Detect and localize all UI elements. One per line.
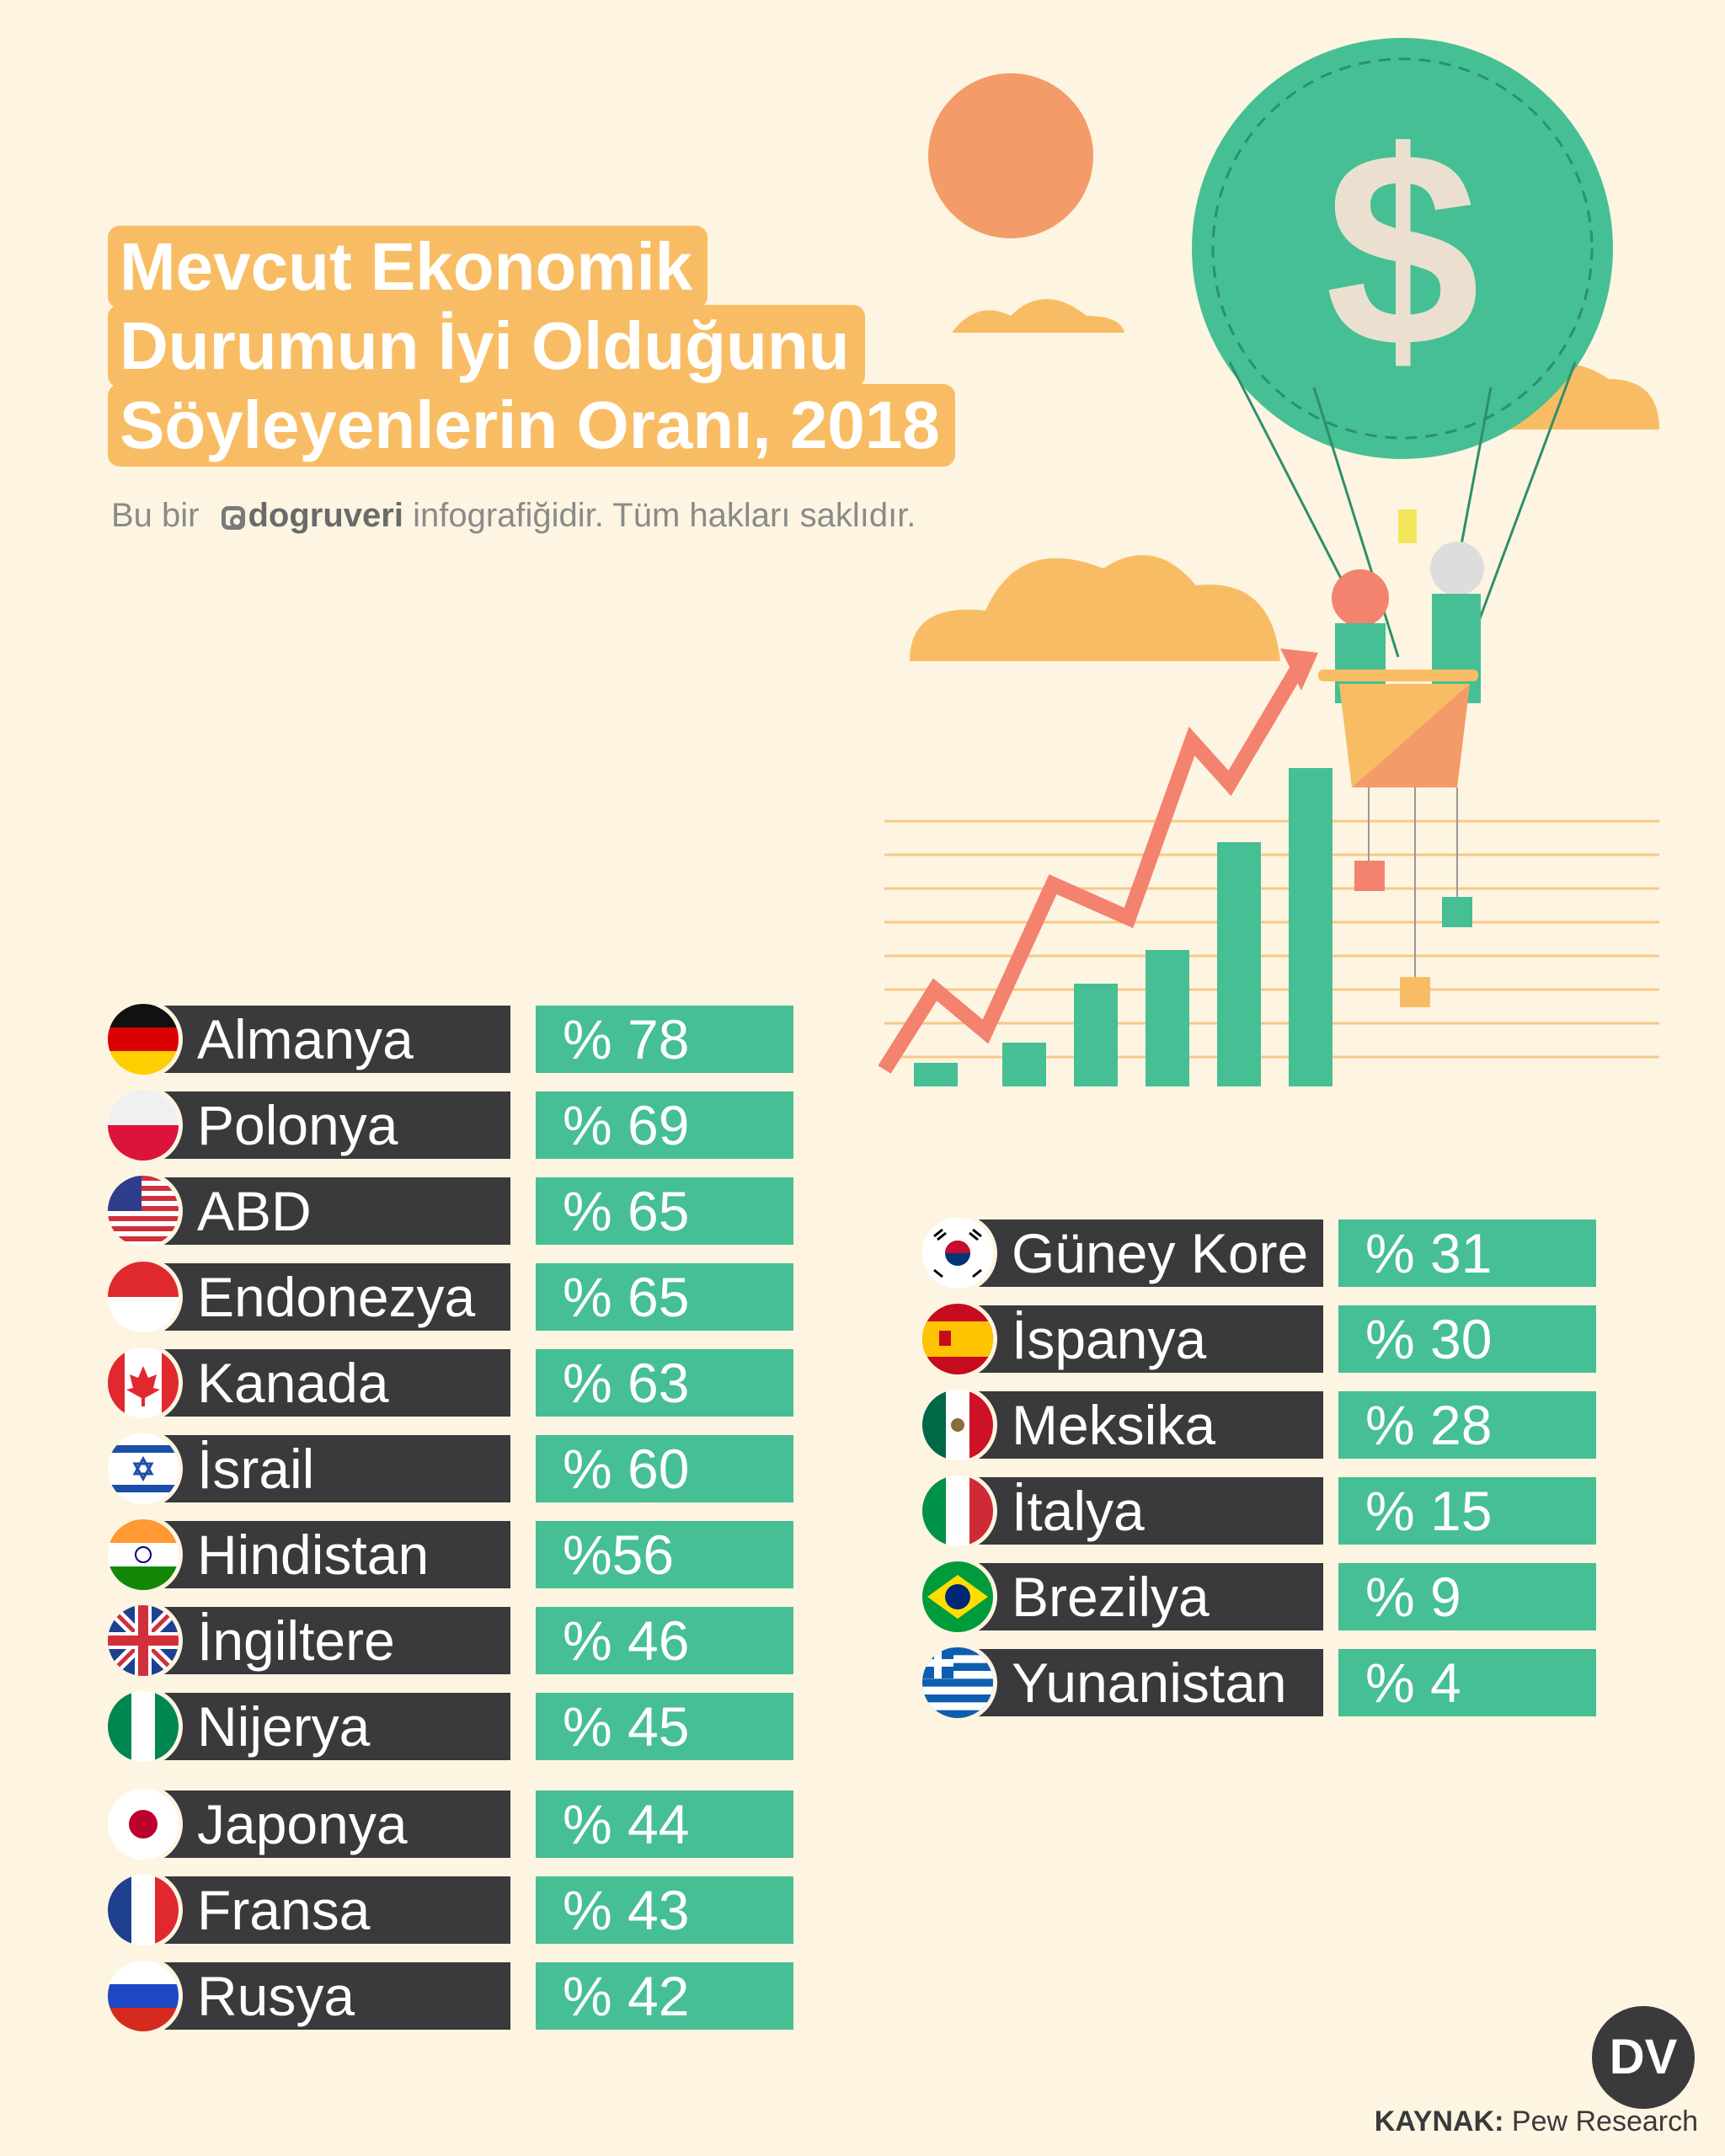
country-value: %56 [536,1521,793,1588]
russia-flag [108,1961,179,2031]
spain-flag [922,1304,993,1374]
country-name: Japonya [142,1790,510,1858]
country-name: İspanya [956,1305,1323,1373]
usa-flag [108,1176,179,1246]
country-value: % 43 [536,1876,793,1944]
subtitle: Bu bir dogruveri infografiğidir. Tüm hakl… [111,497,916,535]
country-name: Fransa [142,1876,510,1944]
country-value: % 60 [536,1435,793,1502]
country-value: % 9 [1338,1563,1596,1630]
country-name: Meksika [956,1391,1323,1459]
trend-arrow [878,665,1304,1074]
country-value: % 28 [1338,1391,1596,1459]
poland-flag [108,1090,179,1161]
country-name: İtalya [956,1477,1323,1545]
country-value: % 15 [1338,1477,1596,1545]
country-name: İngiltere [142,1607,510,1674]
country-name: Hindistan [142,1521,510,1588]
balloon-icon [1192,38,1613,459]
title-line-2: Durumun İyi Olduğunu [108,305,865,387]
italy-flag [922,1476,993,1546]
sun-icon [928,73,1093,238]
country-name: İsrail [142,1435,510,1502]
country-value: % 30 [1338,1305,1596,1373]
brazil-flag [922,1561,993,1632]
country-name: Almanya [142,1006,510,1073]
dv-logo: DV [1592,2006,1695,2109]
country-value: % 65 [536,1263,793,1331]
country-value: % 44 [536,1790,793,1858]
arrow-head-icon [1280,648,1318,691]
balloon-illustration: $ [878,38,1659,1086]
country-value: % 65 [536,1177,793,1245]
chart-bars [914,768,1332,1086]
country-value: % 45 [536,1693,793,1760]
israel-flag [108,1433,179,1504]
country-value: % 31 [1338,1219,1596,1287]
country-name: Polonya [142,1091,510,1159]
canada-flag [108,1348,179,1418]
title-line-3: Söyleyenlerin Oranı, 2018 [108,384,955,467]
south-korea-flag [922,1218,993,1289]
subtitle-brand: dogruveri [248,497,403,534]
india-flag [108,1519,179,1590]
source-label: KAYNAK: [1374,2105,1504,2137]
country-name: Nijerya [142,1693,510,1760]
country-value: % 69 [536,1091,793,1159]
title-line-1: Mevcut Ekonomik [108,226,708,308]
country-name: Endonezya [142,1263,510,1331]
country-name: ABD [142,1177,510,1245]
nigeria-flag [108,1691,179,1762]
country-name: Brezilya [956,1563,1323,1630]
country-value: % 42 [536,1962,793,2030]
country-value: % 63 [536,1349,793,1417]
country-value: % 78 [536,1006,793,1073]
japan-flag [108,1789,179,1860]
mexico-flag [922,1390,993,1460]
source-value: Pew Research [1511,2105,1698,2137]
source-credit: KAYNAK: Pew Research [1375,2105,1698,2138]
country-value: % 46 [536,1607,793,1674]
indonesia-flag [108,1262,179,1332]
uk-flag [108,1605,179,1676]
country-name: Rusya [142,1962,510,2030]
country-name: Kanada [142,1349,510,1417]
country-name: Güney Kore [956,1219,1323,1287]
chart-gridlines [884,819,1659,1059]
instagram-icon [221,506,245,530]
dollar-icon: $ [1325,93,1480,404]
france-flag [108,1875,179,1945]
subtitle-prefix: Bu bir [111,497,200,534]
germany-flag [108,1004,179,1075]
country-value: % 4 [1338,1649,1596,1716]
country-name: Yunanistan [956,1649,1323,1716]
greece-flag [922,1647,993,1718]
subtitle-suffix: infografiğidir. Tüm hakları saklıdır. [413,497,916,534]
